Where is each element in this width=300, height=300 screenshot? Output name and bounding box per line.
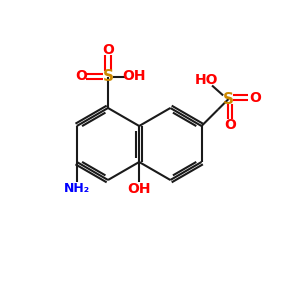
- Text: O: O: [249, 91, 261, 104]
- Text: NH₂: NH₂: [64, 182, 90, 196]
- Text: S: S: [223, 92, 234, 106]
- Text: OH: OH: [123, 70, 146, 83]
- Text: O: O: [102, 43, 114, 57]
- Text: OH: OH: [128, 182, 151, 196]
- Text: O: O: [75, 70, 87, 83]
- Text: HO: HO: [195, 74, 219, 87]
- Text: O: O: [224, 118, 236, 132]
- Text: S: S: [103, 69, 113, 84]
